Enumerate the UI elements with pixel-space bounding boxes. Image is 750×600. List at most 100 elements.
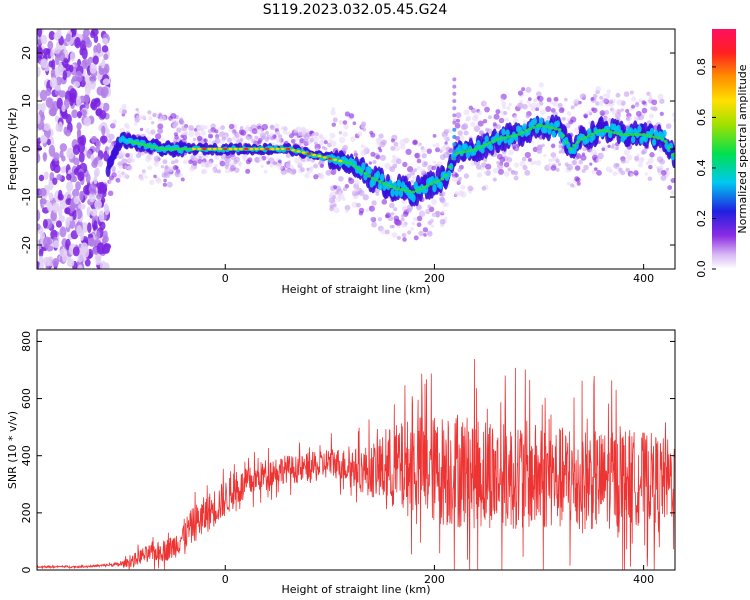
heatmap-halo-cell (427, 204, 432, 209)
heatmap-core-cell (645, 133, 650, 138)
heatmap-spike-cell (452, 91, 457, 96)
heatmap-halo-cell (634, 155, 640, 161)
heatmap-core-cell (626, 133, 631, 137)
heatmap-core-cell (143, 143, 148, 147)
heatmap-spike-cell (452, 106, 457, 111)
heatmap-halo-cell (431, 198, 437, 205)
heatmap-spike-cell (452, 149, 457, 154)
heatmap-halo-cell (565, 122, 571, 129)
heatmap-halo-cell (393, 141, 399, 147)
heatmap-core-cell (345, 160, 350, 165)
heatmap-noise-cell (38, 187, 47, 197)
heatmap-spike-cell (452, 113, 457, 118)
heatmap-halo-cell (593, 167, 598, 171)
heatmap-halo-cell (551, 157, 556, 162)
heatmap-halo-cell (300, 167, 305, 173)
heatmap-halo-cell (570, 183, 575, 188)
heatmap-halo-cell (405, 148, 412, 155)
heatmap-noise-cell (39, 113, 45, 122)
heatmap-peak-cell (338, 159, 343, 163)
heatmap-peak-cell (322, 156, 327, 159)
heatmap-halo-cell (151, 121, 155, 125)
snr-y-tick-label: 200 (20, 502, 33, 523)
heatmap-halo-cell (599, 110, 606, 116)
heatmap-core-cell (162, 147, 167, 151)
heatmap-core-cell (555, 120, 561, 128)
heatmap-noise-cell (79, 190, 84, 201)
heatmap-halo-cell (599, 95, 604, 100)
heatmap-noise-cell (49, 136, 55, 147)
heatmap-noise-cell (48, 108, 57, 117)
heatmap-noise-cell (96, 42, 102, 54)
heatmap-peak-cell (191, 147, 196, 151)
heatmap-core-cell (637, 133, 642, 137)
heatmap-noise-cell (99, 260, 107, 269)
heatmap-noise-cell (98, 67, 105, 76)
heatmap-noise-cell (57, 121, 63, 133)
heatmap-halo-cell (499, 156, 506, 163)
spectrogram-x-tick-label: 0 (222, 272, 229, 285)
heatmap-noise-cell (42, 218, 48, 229)
heatmap-halo-cell (164, 171, 171, 179)
heatmap-noise-cell (87, 237, 95, 247)
heatmap-halo-cell (503, 171, 510, 177)
heatmap-halo-cell (497, 163, 504, 170)
heatmap-noise-cell (37, 66, 41, 78)
heatmap-halo-cell (573, 127, 580, 134)
heatmap-halo-cell (147, 110, 152, 115)
heatmap-noise-cell (42, 256, 51, 267)
heatmap-halo-cell (229, 162, 236, 169)
heatmap-halo-cell (640, 157, 645, 161)
heatmap-halo-cell (178, 172, 184, 177)
heatmap-halo-cell (134, 122, 138, 126)
heatmap-halo-cell (234, 167, 240, 173)
heatmap-noise-cell (49, 77, 58, 89)
heatmap-halo-cell (234, 156, 241, 163)
heatmap-halo-cell (629, 172, 634, 177)
heatmap-halo-cell (477, 120, 484, 127)
heatmap-halo-cell (573, 99, 579, 104)
heatmap-noise-cell (69, 88, 77, 100)
heatmap-noise-cell (103, 53, 109, 61)
heatmap-halo-cell (285, 168, 292, 174)
heatmap-halo-cell (370, 217, 375, 222)
heatmap-peak-cell (259, 147, 264, 151)
spectrogram-x-label: Height of straight line (km) (281, 283, 430, 296)
heatmap-halo-cell (146, 154, 153, 161)
heatmap-noise-cell (58, 62, 63, 72)
heatmap-peak-cell (275, 147, 280, 151)
heatmap-halo-cell (410, 227, 414, 231)
heatmap-core-cell (425, 184, 430, 188)
heatmap-noise-cell (53, 240, 60, 249)
heatmap-noise-cell (42, 152, 47, 162)
heatmap-halo-cell (401, 232, 407, 238)
spectrogram-x-tick-label: 400 (633, 272, 654, 285)
heatmap-halo-cell (485, 170, 491, 176)
heatmap-core-cell (594, 130, 599, 135)
heatmap-halo-cell (269, 132, 274, 137)
heatmap-core-cell (356, 166, 361, 171)
heatmap-peak-cell (312, 153, 317, 157)
heatmap-halo-cell (607, 144, 611, 149)
heatmap-halo-cell (611, 109, 618, 116)
heatmap-halo-cell (304, 172, 310, 179)
heatmap-halo-cell (421, 153, 427, 159)
heatmap-halo-cell (332, 117, 338, 123)
heatmap-halo-cell (379, 154, 386, 161)
heatmap-noise-cell (47, 40, 54, 50)
heatmap-halo-cell (432, 213, 437, 218)
heatmap-noise-cell (102, 37, 109, 45)
heatmap-halo-cell (342, 144, 349, 151)
heatmap-noise-cell (40, 58, 48, 69)
heatmap-noise-cell (58, 189, 63, 200)
heatmap-halo-cell (331, 122, 336, 127)
heatmap-peak-cell (218, 147, 223, 151)
heatmap-core-cell (173, 147, 178, 151)
heatmap-noise-cell (66, 147, 75, 160)
heatmap-noise-cell (42, 236, 51, 249)
heatmap-noise-cell (84, 93, 90, 104)
heatmap-halo-cell (190, 154, 196, 160)
heatmap-core-cell (509, 134, 514, 138)
heatmap-core-cell (158, 146, 163, 151)
heatmap-halo-cell (492, 167, 499, 174)
